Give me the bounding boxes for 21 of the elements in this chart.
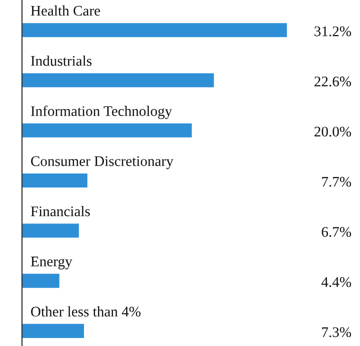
data-label: 6.7% [322, 226, 352, 237]
y-tick-label: Industrials [30, 56, 92, 66]
bar [22, 224, 79, 238]
y-tick-label: Information Technology [30, 106, 172, 120]
y-tick-label: Consumer Discretionary [31, 156, 174, 170]
data-label: 20.0% [314, 126, 352, 137]
data-label: 7.7% [322, 176, 352, 187]
bar [22, 174, 88, 188]
y-tick-label: Other less than 4% [31, 306, 141, 317]
bar [22, 123, 192, 138]
bar [22, 274, 60, 288]
y-tick-label: Financials [30, 206, 90, 216]
data-label: 31.2% [314, 26, 352, 36]
y-tick-label: Health Care [30, 5, 100, 16]
data-label: 7.3% [322, 327, 352, 338]
y-tick-label: Energy [30, 256, 72, 270]
bar [22, 23, 287, 38]
data-label: 22.6% [314, 76, 352, 86]
bar [22, 324, 84, 338]
data-label: 4.4% [321, 277, 352, 288]
bar [22, 73, 214, 88]
